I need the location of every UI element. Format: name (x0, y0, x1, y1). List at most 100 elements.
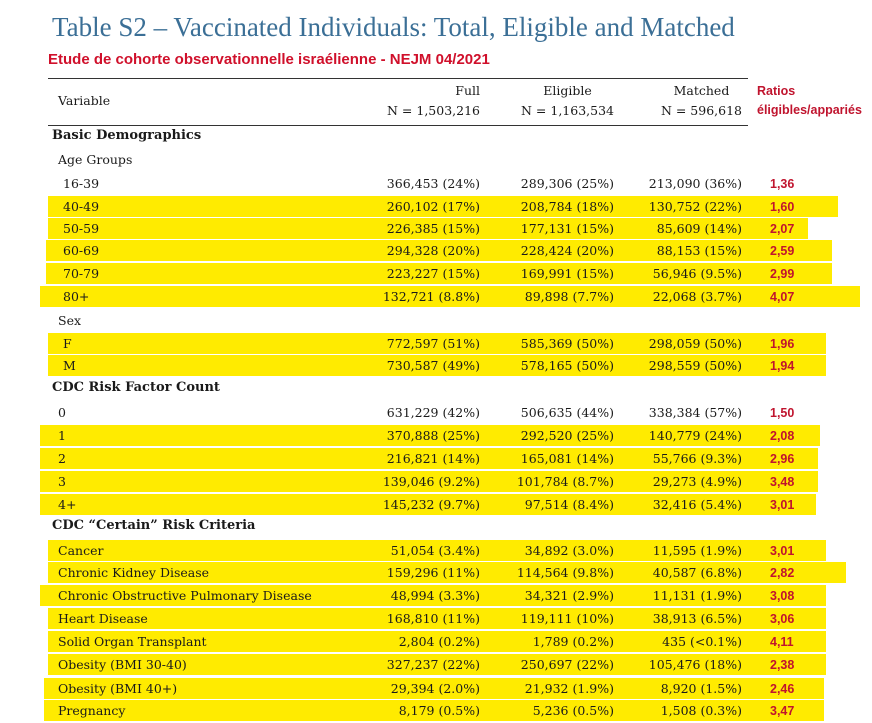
cell-full: 8,179 (0.5%) (398, 703, 480, 718)
header-full-n: N = 1,503,216 (387, 103, 480, 118)
cell-eligible: 5,236 (0.5%) (532, 703, 614, 718)
table-row: Cancer 51,054 (3.4%) 34,892 (3.0%) 11,595 (… (0, 540, 872, 562)
cell-ratio: 2,46 (770, 682, 795, 696)
cell-ratio: 3,01 (770, 498, 795, 512)
header-matched: Matched N = 596,618 (661, 81, 742, 121)
cell-matched: 298,059 (50%) (648, 336, 742, 351)
cell-matched: 8,920 (1.5%) (660, 681, 742, 696)
cell-matched: 85,609 (14%) (656, 221, 742, 236)
cell-ratio: 3,47 (770, 704, 795, 718)
highlight-band (48, 562, 846, 583)
cell-full: 2,804 (0.2%) (398, 634, 480, 649)
cell-matched: 40,587 (6.8%) (652, 565, 742, 580)
cell-eligible: 228,424 (20%) (520, 243, 614, 258)
highlight-band (44, 678, 824, 699)
cell-ratio: 4,07 (770, 290, 795, 304)
row-label: F (63, 336, 72, 351)
cell-full: 730,587 (49%) (386, 358, 480, 373)
cell-matched: 213,090 (36%) (648, 176, 742, 191)
cell-eligible: 119,111 (10%) (520, 611, 614, 626)
table-row: 3 139,046 (9.2%) 101,784 (8.7%) 29,273 (4.9… (0, 471, 872, 493)
cell-full: 366,453 (24%) (386, 176, 480, 191)
cell-matched: 56,946 (9.5%) (652, 266, 742, 281)
cell-full: 139,046 (9.2%) (382, 474, 480, 489)
cell-eligible: 97,514 (8.4%) (524, 497, 614, 512)
highlight-band (40, 425, 820, 446)
section-cdc-certain-risk-criteria: CDC “Certain” Risk Criteria (52, 518, 256, 533)
header-eligible-n: N = 1,163,534 (521, 103, 614, 118)
group-sex: Sex (58, 313, 82, 328)
cell-matched: 140,779 (24%) (648, 428, 742, 443)
cell-ratio: 1,96 (770, 337, 795, 351)
cell-full: 132,721 (8.8%) (382, 289, 480, 304)
cell-eligible: 208,784 (18%) (520, 199, 614, 214)
cell-ratio: 2,99 (770, 267, 795, 281)
cell-full: 216,821 (14%) (386, 451, 480, 466)
cell-ratio: 1,60 (770, 200, 795, 214)
table-subtitle: Etude de cohorte observationnelle israél… (48, 51, 490, 68)
cell-matched: 88,153 (15%) (656, 243, 742, 258)
cell-ratio: 1,94 (770, 359, 795, 373)
cell-matched: 55,766 (9.3%) (652, 451, 742, 466)
cell-eligible: 177,131 (15%) (520, 221, 614, 236)
cell-eligible: 169,991 (15%) (520, 266, 614, 281)
cell-matched: 22,068 (3.7%) (652, 289, 742, 304)
cell-matched: 298,559 (50%) (648, 358, 742, 373)
header-rule (48, 125, 748, 126)
cell-matched: 32,416 (5.4%) (652, 497, 742, 512)
table-row: F 772,597 (51%) 585,369 (50%) 298,059 (50%)… (0, 333, 872, 355)
table-title: Table S2 – Vaccinated Individuals: Total… (52, 12, 735, 42)
cell-ratio: 2,96 (770, 452, 795, 466)
header-ratio-line1: Ratios (757, 84, 796, 98)
cell-ratio: 3,06 (770, 612, 795, 626)
header-matched-n: N = 596,618 (660, 103, 742, 118)
cell-eligible: 34,321 (2.9%) (524, 588, 614, 603)
table-row: 40-49 260,102 (17%) 208,784 (18%) 130,752 (… (0, 196, 872, 218)
cell-ratio: 2,38 (770, 658, 795, 672)
row-label: 2 (58, 451, 66, 466)
row-label: 70-79 (63, 266, 100, 281)
cell-full: 223,227 (15%) (386, 266, 480, 281)
cell-eligible: 1,789 (0.2%) (532, 634, 614, 649)
table-row: 1 370,888 (25%) 292,520 (25%) 140,779 (24%)… (0, 425, 872, 447)
row-label: Obesity (BMI 40+) (58, 681, 178, 696)
cell-full: 226,385 (15%) (386, 221, 480, 236)
group-age-groups: Age Groups (58, 152, 133, 167)
row-label: 16-39 (63, 176, 100, 191)
cell-full: 29,394 (2.0%) (390, 681, 480, 696)
cell-matched: 105,476 (18%) (648, 657, 742, 672)
cell-ratio: 1,50 (770, 406, 795, 420)
header-eligible: Eligible N = 1,163,534 (521, 81, 614, 121)
header-ratio-line2: éligibles/appariés (757, 103, 862, 117)
cell-full: 48,994 (3.3%) (390, 588, 480, 603)
cell-ratio: 2,82 (770, 566, 795, 580)
cell-full: 294,328 (20%) (386, 243, 480, 258)
cell-eligible: 34,892 (3.0%) (524, 543, 614, 558)
highlight-band (48, 654, 826, 675)
row-label: 3 (58, 474, 66, 489)
table-row: 60-69 294,328 (20%) 228,424 (20%) 88,153 (1… (0, 240, 872, 262)
cell-ratio: 3,08 (770, 589, 795, 603)
cell-eligible: 289,306 (25%) (520, 176, 614, 191)
header-variable: Variable (58, 93, 111, 108)
row-label: M (63, 358, 76, 373)
cell-eligible: 89,898 (7.7%) (524, 289, 614, 304)
section-basic-demographics: Basic Demographics (52, 128, 202, 143)
highlight-band (40, 585, 826, 606)
cell-matched: 1,508 (0.3%) (660, 703, 742, 718)
cell-full: 51,054 (3.4%) (390, 543, 480, 558)
cell-eligible: 506,635 (44%) (520, 405, 614, 420)
cell-eligible: 101,784 (8.7%) (516, 474, 614, 489)
cell-eligible: 114,564 (9.8%) (516, 565, 614, 580)
cell-eligible: 165,081 (14%) (520, 451, 614, 466)
highlight-band (40, 286, 860, 307)
cell-ratio: 2,07 (770, 222, 795, 236)
section-cdc-risk-factor-count: CDC Risk Factor Count (52, 380, 220, 395)
header-full: Full N = 1,503,216 (387, 81, 480, 121)
highlight-band (40, 494, 816, 515)
highlight-band (46, 263, 832, 284)
highlight-band (40, 448, 818, 469)
cell-ratio: 3,48 (770, 475, 795, 489)
table-row: Obesity (BMI 30-40) 327,237 (22%) 250,697 … (0, 654, 872, 676)
cell-matched: 29,273 (4.9%) (652, 474, 742, 489)
